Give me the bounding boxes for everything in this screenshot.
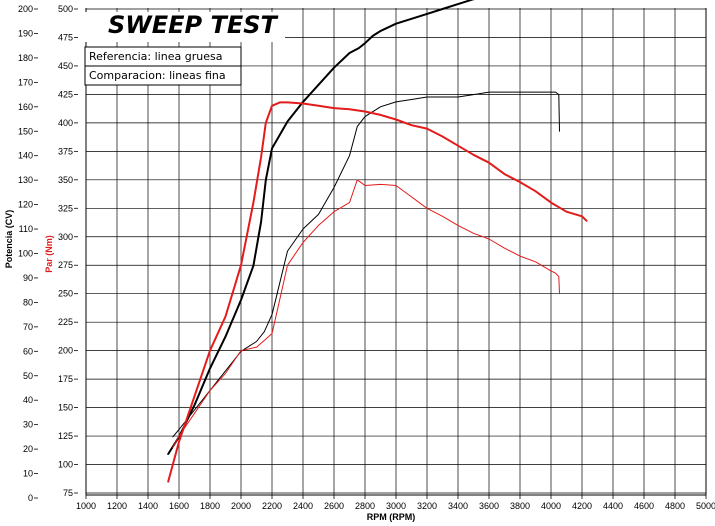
right-tick-label-175: 175 bbox=[58, 374, 73, 384]
title-background bbox=[85, 12, 285, 42]
x-tick-label-1800: 1800 bbox=[200, 501, 220, 511]
x-tick-label-2400: 2400 bbox=[293, 501, 313, 511]
grid bbox=[85, 8, 707, 496]
left-tick-label-200: 200 bbox=[18, 4, 33, 14]
x-tick-label-4600: 4600 bbox=[634, 501, 654, 511]
series-line-potencia-referencia bbox=[167, 0, 475, 455]
left-tick-label-150: 150 bbox=[18, 126, 33, 136]
right-tick-label-300: 300 bbox=[58, 232, 73, 242]
left-tick-label-130: 130 bbox=[18, 175, 33, 185]
right-tick-label-250: 250 bbox=[58, 289, 73, 299]
right-tick-label-425: 425 bbox=[58, 89, 73, 99]
y-axis-right-title: Par (Nm) bbox=[44, 235, 54, 273]
right-tick-label-325: 325 bbox=[58, 203, 73, 213]
series-line-potencia-comparacion bbox=[172, 91, 560, 438]
x-tick-label-2200: 2200 bbox=[262, 501, 282, 511]
left-tick-label-30: 30 bbox=[23, 420, 33, 430]
right-tick-label-225: 225 bbox=[58, 317, 73, 327]
right-tick-label-375: 375 bbox=[58, 146, 73, 156]
x-tick-label-3800: 3800 bbox=[510, 501, 530, 511]
x-tick-label-2000: 2000 bbox=[231, 501, 251, 511]
x-axis-ticks: 1000 1200 1400 1600 1800 2000 2200 2400 2600 2800… bbox=[76, 495, 715, 511]
x-tick-label-4000: 4000 bbox=[541, 501, 561, 511]
x-tick-label-1400: 1400 bbox=[138, 501, 158, 511]
right-tick-label-75: 75 bbox=[63, 488, 73, 498]
legend-comparison: Comparacion: lineas fina bbox=[89, 69, 226, 82]
x-axis-title: RPM (RPM) bbox=[367, 512, 416, 522]
x-tick-label-3600: 3600 bbox=[479, 501, 499, 511]
left-tick-label-80: 80 bbox=[23, 297, 33, 307]
y-axis-left-title: Potencia (CV) bbox=[4, 210, 14, 269]
right-tick-label-450: 450 bbox=[58, 61, 73, 71]
x-tick-label-3200: 3200 bbox=[417, 501, 437, 511]
x-tick-label-1200: 1200 bbox=[107, 501, 127, 511]
x-tick-label-2600: 2600 bbox=[324, 501, 344, 511]
left-tick-label-20: 20 bbox=[23, 444, 33, 454]
x-tick-label-4400: 4400 bbox=[603, 501, 623, 511]
legend-box-comparison bbox=[84, 65, 242, 86]
x-tick-label-1600: 1600 bbox=[169, 501, 189, 511]
left-tick-label-100: 100 bbox=[18, 249, 33, 259]
left-tick-label-90: 90 bbox=[23, 273, 33, 283]
right-tick-label-350: 350 bbox=[58, 175, 73, 185]
right-tick-label-500: 500 bbox=[58, 4, 73, 14]
right-tick-label-275: 275 bbox=[58, 260, 73, 270]
x-tick-label-5000: 5000 bbox=[696, 501, 715, 511]
left-tick-label-110: 110 bbox=[19, 224, 33, 234]
series-lines bbox=[167, 0, 588, 483]
chart-title: SWEEP TEST bbox=[108, 11, 279, 39]
left-tick-label-50: 50 bbox=[23, 371, 33, 381]
left-tick-label-40: 40 bbox=[23, 395, 33, 405]
series-line-par-comparacion bbox=[172, 179, 560, 448]
left-axis-ticks: 0 10 20 30 40 50 60 70 80 90 100 110 120 130 140 150 160… bbox=[18, 4, 38, 503]
right-tick-label-100: 100 bbox=[58, 460, 73, 470]
left-tick-label-190: 190 bbox=[18, 28, 33, 38]
series-line-par-referencia bbox=[167, 101, 588, 483]
x-tick-label-4200: 4200 bbox=[572, 501, 592, 511]
left-tick-label-180: 180 bbox=[18, 53, 33, 63]
left-tick-label-160: 160 bbox=[18, 102, 33, 112]
left-tick-label-10: 10 bbox=[23, 469, 33, 479]
right-tick-label-150: 150 bbox=[58, 403, 73, 413]
x-tick-label-3000: 3000 bbox=[386, 501, 406, 511]
x-tick-label-4800: 4800 bbox=[665, 501, 685, 511]
right-tick-label-475: 475 bbox=[58, 32, 73, 42]
right-tick-label-400: 400 bbox=[58, 118, 73, 128]
x-tick-label-2800: 2800 bbox=[355, 501, 375, 511]
x-tick-label-3400: 3400 bbox=[448, 501, 468, 511]
left-tick-label-170: 170 bbox=[18, 77, 33, 87]
right-tick-label-200: 200 bbox=[58, 346, 73, 356]
right-tick-label-125: 125 bbox=[58, 431, 73, 441]
left-tick-label-70: 70 bbox=[23, 322, 33, 332]
left-tick-label-0: 0 bbox=[28, 493, 33, 503]
right-axis-ticks: 75 100 125 150 175 200 225 250 275 300 325 350 375 40… bbox=[58, 4, 78, 498]
left-tick-label-140: 140 bbox=[18, 151, 33, 161]
left-tick-label-60: 60 bbox=[23, 346, 33, 356]
legend-reference: Referencia: linea gruesa bbox=[89, 50, 222, 63]
x-tick-label-1000: 1000 bbox=[76, 501, 96, 511]
left-tick-label-120: 120 bbox=[18, 200, 33, 210]
